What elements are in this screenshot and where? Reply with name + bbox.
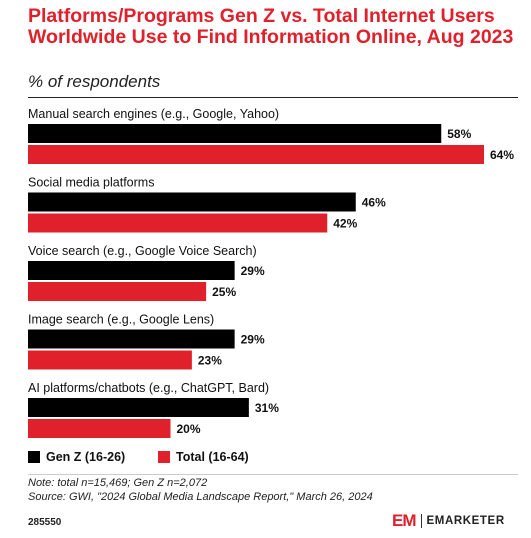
bar-total-16-64-3: [28, 282, 207, 301]
data-label: 42%: [333, 217, 357, 231]
bar-total-16-64-5: [28, 419, 171, 438]
bar-total-16-64-2: [28, 213, 328, 233]
chart-note: Note: total n=15,469; Gen Z n=2,072: [28, 477, 208, 489]
bar-gen-z-16-26-4: [28, 329, 235, 349]
data-label: 25%: [212, 285, 236, 299]
bar-gen-z-16-26-2: [28, 192, 356, 212]
legend-label-gen-z: Gen Z (16-26): [46, 450, 126, 464]
legend-swatch-gen-z: [28, 451, 40, 463]
bar-total-16-64-1: [28, 145, 484, 164]
legend-label-total: Total (16-64): [176, 450, 249, 464]
data-label: 46%: [362, 196, 386, 210]
chart-title: Platforms/Programs Gen Z vs. Total Inter…: [28, 5, 514, 48]
chart-source: Source: GWI, "2024 Global Media Landscap…: [28, 490, 373, 503]
brand-separator: [420, 514, 422, 528]
title-divider: [28, 97, 518, 98]
category-label: Social media platforms: [28, 176, 154, 190]
category-label: Manual search engines (e.g., Google, Yah…: [28, 107, 279, 121]
category-label: AI platforms/chatbots (e.g., ChatGPT, Ba…: [28, 381, 269, 395]
brand-logo-icon: EM: [392, 511, 416, 530]
legend-swatch-total: [158, 451, 170, 463]
data-label: 20%: [177, 422, 201, 436]
bar-total-16-64-4: [28, 350, 192, 370]
category-label: Image search (e.g., Google Lens): [28, 313, 214, 327]
data-label: 29%: [241, 264, 265, 278]
notes-divider: [28, 474, 518, 475]
bar-gen-z-16-26-5: [28, 398, 249, 417]
chart-subtitle: % of respondents: [28, 72, 161, 91]
bar-gen-z-16-26-3: [28, 261, 235, 280]
chart-id: 285550: [28, 517, 62, 528]
legend-item-gen-z: Gen Z (16-26): [28, 450, 125, 464]
data-label: 58%: [447, 127, 471, 141]
bar-chart: Manual search engines (e.g., Google, Yah…: [28, 107, 514, 438]
data-label: 64%: [490, 148, 514, 162]
bar-gen-z-16-26-1: [28, 124, 442, 143]
data-label: 29%: [241, 333, 265, 347]
chart-notes: Note: total n=15,469; Gen Z n=2,072 Sour…: [28, 477, 518, 504]
legend-item-total: Total (16-64): [158, 450, 249, 464]
data-label: 23%: [198, 354, 222, 368]
brand-name: EMARKETER: [426, 515, 505, 527]
data-label: 31%: [255, 401, 279, 415]
category-label: Voice search (e.g., Google Voice Search): [28, 244, 257, 258]
brand-lockup: EM EMARKETER: [392, 511, 505, 531]
